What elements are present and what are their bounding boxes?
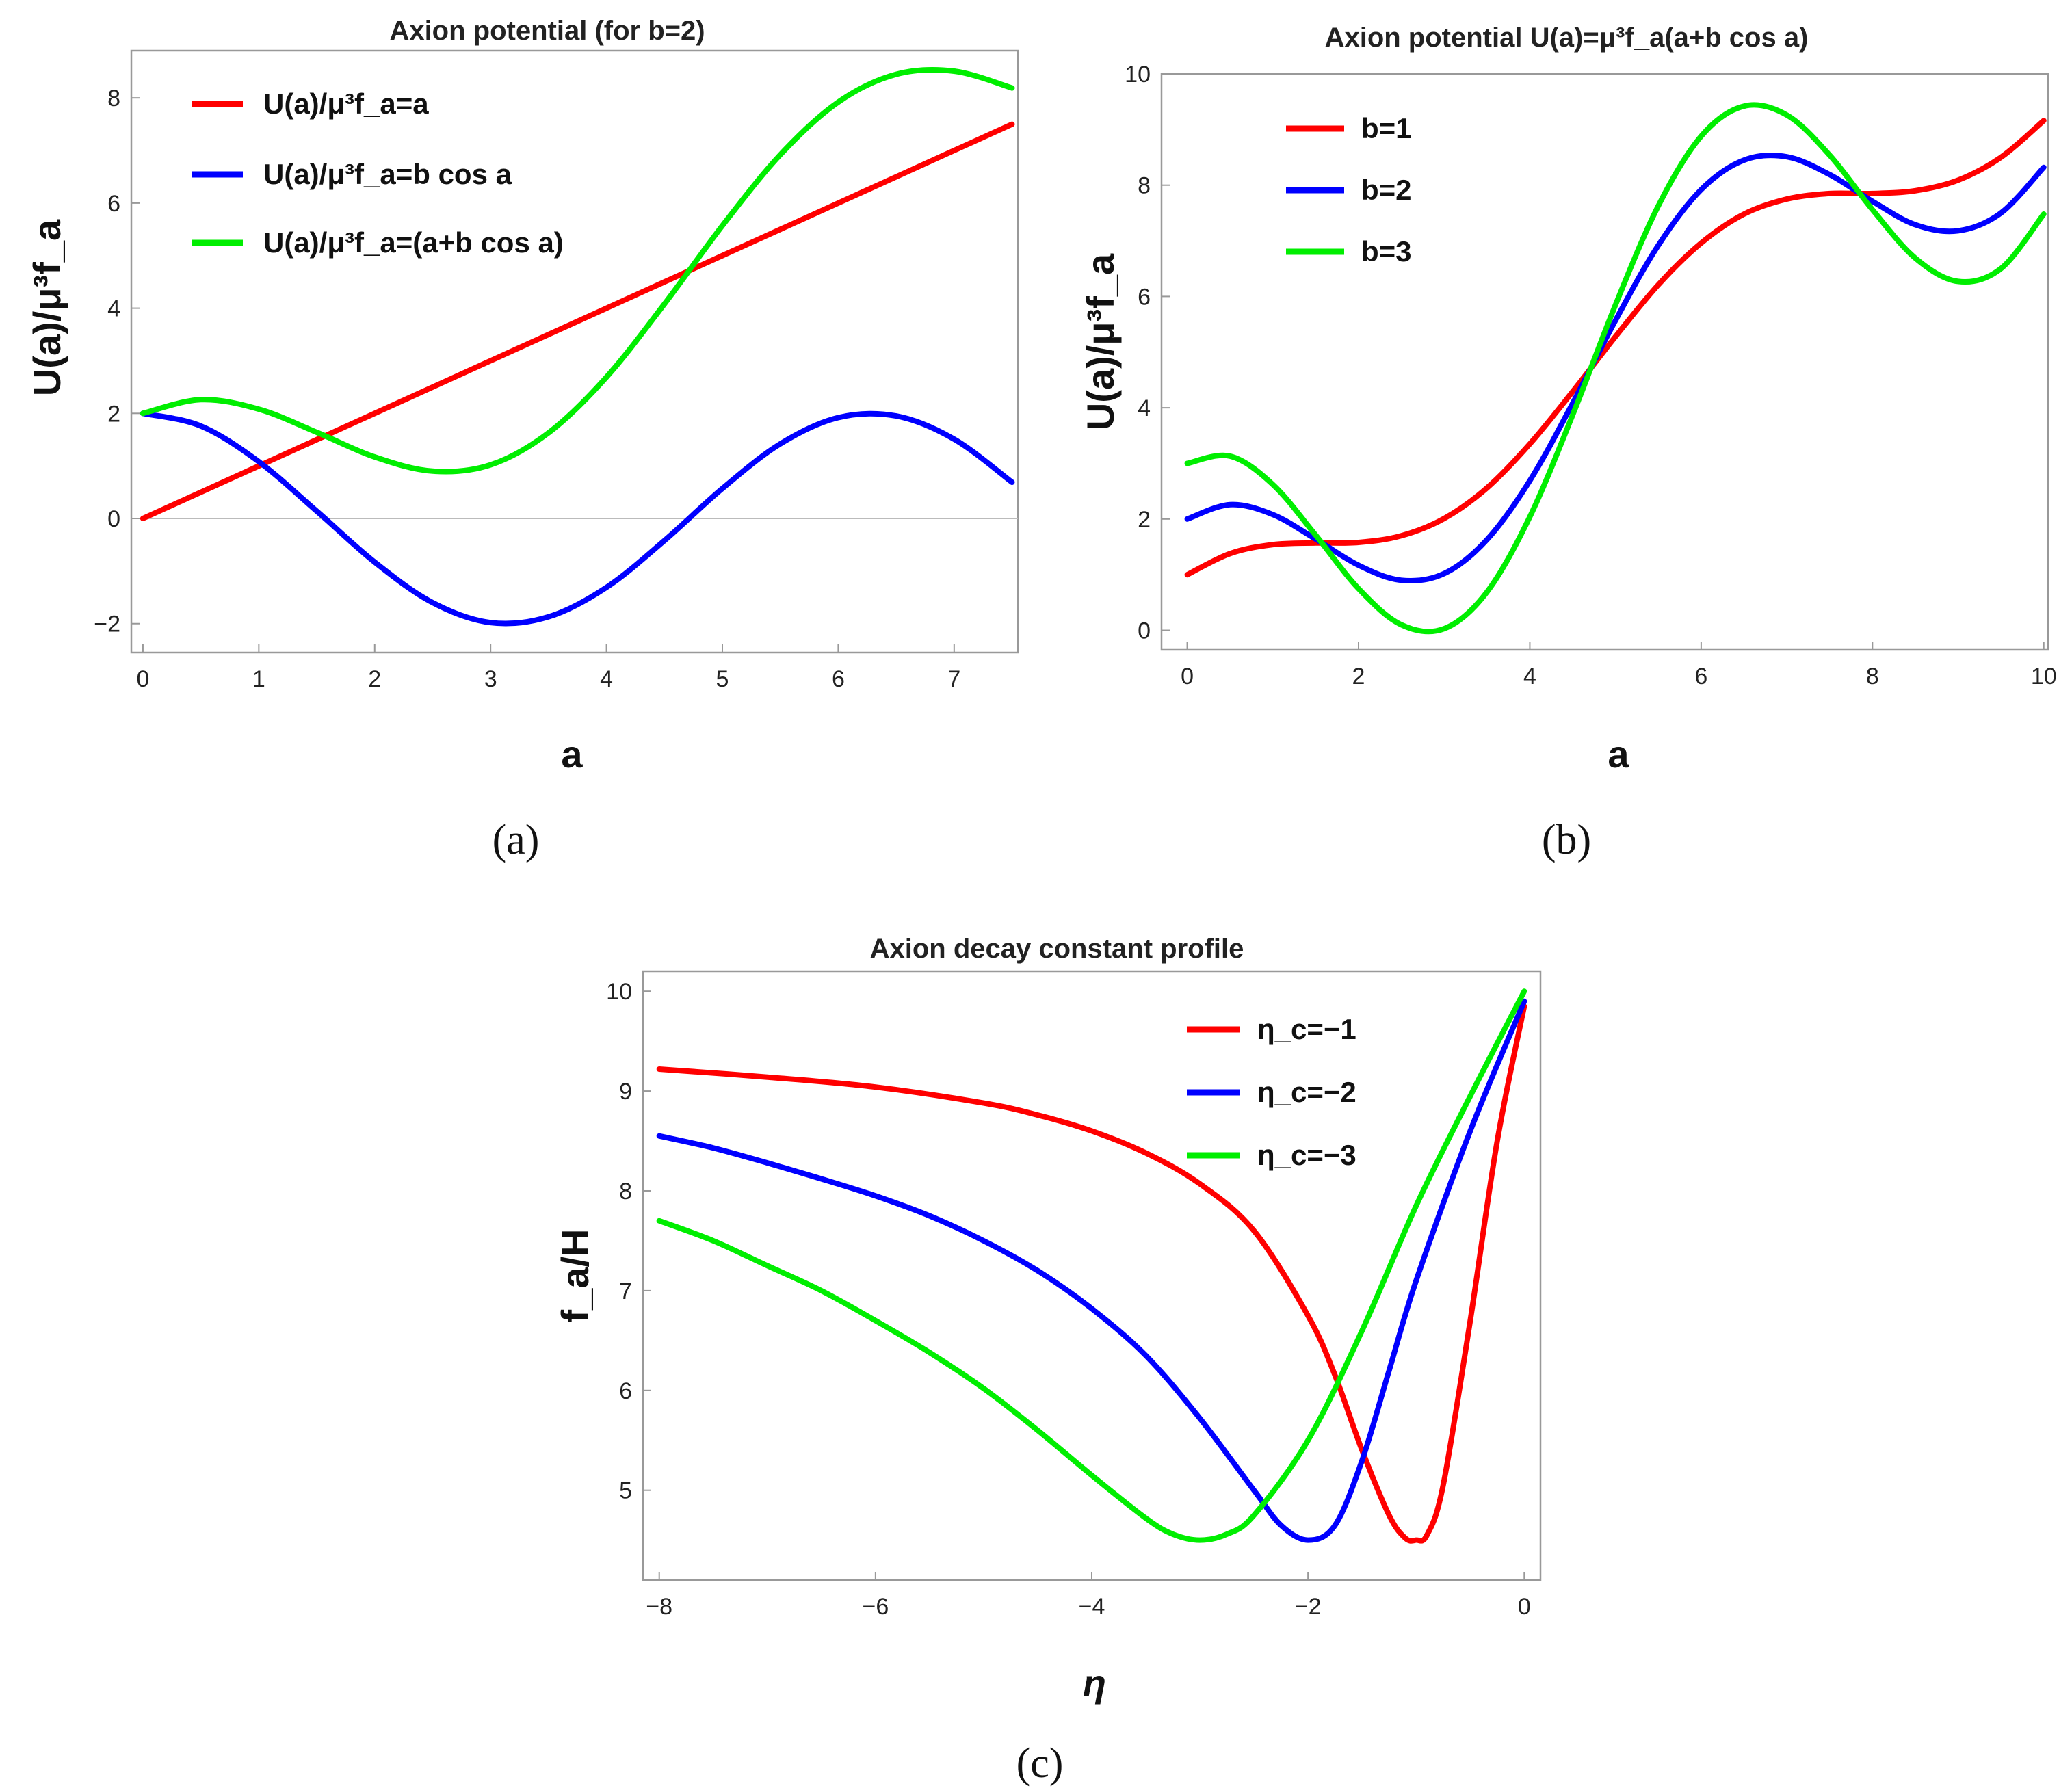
- panel-b: Axion potential U(a)=μ³f_a(a+b cos a) 0 2…: [1079, 23, 2057, 863]
- x-tick-label: 2: [1352, 663, 1365, 689]
- y-tick-label: 4: [1138, 395, 1151, 421]
- panel-c-caption: (c): [1017, 1740, 1064, 1787]
- x-tick-label: −6: [862, 1594, 889, 1620]
- x-tick-label: 2: [368, 666, 381, 692]
- y-tick-label: 6: [1138, 284, 1151, 310]
- panel-b-frame: [1160, 73, 2049, 651]
- panel-a-xlabel: a: [561, 733, 583, 776]
- panel-c-x-ticks: −8 −6 −4 −2 0: [646, 1572, 1531, 1620]
- panel-b-xlabel: a: [1608, 733, 1629, 776]
- panel-b-title: Axion potential U(a)=μ³f_a(a+b cos a): [1325, 23, 1809, 53]
- x-tick-label: 3: [484, 666, 497, 692]
- y-tick-label: 0: [107, 506, 120, 532]
- panel-c-xlabel: η: [1083, 1661, 1106, 1705]
- y-tick-label: 8: [1138, 173, 1151, 199]
- x-tick-label: 5: [716, 666, 729, 692]
- series-line-1: [140, 121, 1015, 521]
- y-tick-label: 10: [1125, 62, 1151, 88]
- y-tick-label: 8: [107, 86, 120, 111]
- panel-c-title: Axion decay constant profile: [870, 934, 1244, 964]
- y-tick-label: −2: [94, 612, 120, 637]
- series-line-3: [1184, 102, 2047, 635]
- panel-a-frame: [130, 49, 1019, 654]
- legend-c-label-2: η_c=−2: [1257, 1076, 1356, 1108]
- y-tick-label: 2: [107, 401, 120, 427]
- x-tick-label: 0: [1518, 1594, 1531, 1620]
- panel-c: Axion decay constant profile −8 −6 −4 −2 0 5…: [553, 934, 1542, 1787]
- panel-b-x-ticks: 0 2 4 6 8 10: [1181, 642, 2057, 689]
- panel-c-frame: [642, 970, 1542, 1581]
- x-tick-label: 10: [2031, 663, 2057, 689]
- x-tick-label: 1: [252, 666, 265, 692]
- legend-b-label-3: b=3: [1361, 235, 1412, 267]
- series-line-2: [656, 998, 1527, 1543]
- x-tick-label: 8: [1866, 663, 1879, 689]
- series-line-3: [656, 988, 1527, 1543]
- panel-a-y-ticks: −2 0 2 4 6 8: [94, 86, 140, 637]
- panel-b-y-ticks: 0 2 4 6 8 10: [1125, 62, 1170, 644]
- panel-b-ylabel: U(a)/μ³f_a: [1079, 253, 1122, 430]
- x-tick-label: −4: [1079, 1594, 1105, 1620]
- legend-b-label-2: b=2: [1361, 174, 1412, 206]
- y-tick-label: 2: [1138, 507, 1151, 533]
- x-tick-label: 0: [1181, 663, 1194, 689]
- y-tick-label: 7: [619, 1278, 632, 1304]
- panel-c-ylabel: f_a/H: [553, 1229, 596, 1323]
- legend-c-label-3: η_c=−3: [1257, 1139, 1356, 1171]
- panel-a-title: Axion potential (for b=2): [389, 16, 705, 46]
- series-line-3: [140, 66, 1015, 475]
- legend-b-label-1: b=1: [1361, 112, 1412, 144]
- legend-a-label-2: U(a)/μ³f_a=b cos a: [263, 158, 512, 190]
- y-tick-label: 0: [1138, 618, 1151, 644]
- panel-a: Axion potential (for b=2) 0 1 2 3 4 5 6 7 −2 0 2 4…: [25, 16, 1019, 863]
- x-tick-label: −2: [1295, 1594, 1322, 1620]
- x-tick-label: 4: [1523, 663, 1536, 689]
- panel-c-y-ticks: 5 6 7 8 9 10: [606, 979, 651, 1504]
- panel-b-series: [1184, 102, 2047, 635]
- x-tick-label: 7: [947, 666, 960, 692]
- legend-c-label-1: η_c=−1: [1257, 1013, 1356, 1045]
- x-tick-label: 0: [136, 666, 149, 692]
- legend-a-label-1: U(a)/μ³f_a=a: [263, 88, 429, 120]
- panel-a-ylabel: U(a)/μ³f_a: [25, 219, 68, 396]
- y-tick-label: 6: [107, 191, 120, 217]
- y-tick-label: 9: [619, 1079, 632, 1105]
- panel-c-series: [656, 988, 1527, 1544]
- panel-b-legend: b=1 b=2 b=3: [1286, 112, 1412, 267]
- x-tick-label: 6: [832, 666, 845, 692]
- series-line-1: [1184, 118, 2047, 578]
- series-line-2: [140, 410, 1015, 627]
- x-tick-label: 6: [1694, 663, 1707, 689]
- series-line-1: [656, 1003, 1527, 1544]
- panel-a-legend: U(a)/μ³f_a=a U(a)/μ³f_a=b cos a U(a)/μ³f…: [192, 88, 564, 259]
- x-tick-label: −8: [646, 1594, 672, 1620]
- x-tick-label: 4: [600, 666, 613, 692]
- legend-a-label-3: U(a)/μ³f_a=(a+b cos a): [263, 226, 564, 259]
- y-tick-label: 4: [107, 296, 120, 322]
- y-tick-label: 6: [619, 1378, 632, 1404]
- panel-c-legend: η_c=−1 η_c=−2 η_c=−3: [1187, 1013, 1356, 1171]
- panel-a-series: [140, 66, 1015, 627]
- y-tick-label: 5: [619, 1478, 632, 1504]
- series-line-2: [1184, 153, 2047, 584]
- panel-a-x-ticks: 0 1 2 3 4 5 6 7: [136, 644, 960, 692]
- y-tick-label: 8: [619, 1179, 632, 1205]
- y-tick-label: 10: [606, 979, 632, 1005]
- panel-b-caption: (b): [1542, 817, 1591, 863]
- panel-a-caption: (a): [493, 817, 540, 863]
